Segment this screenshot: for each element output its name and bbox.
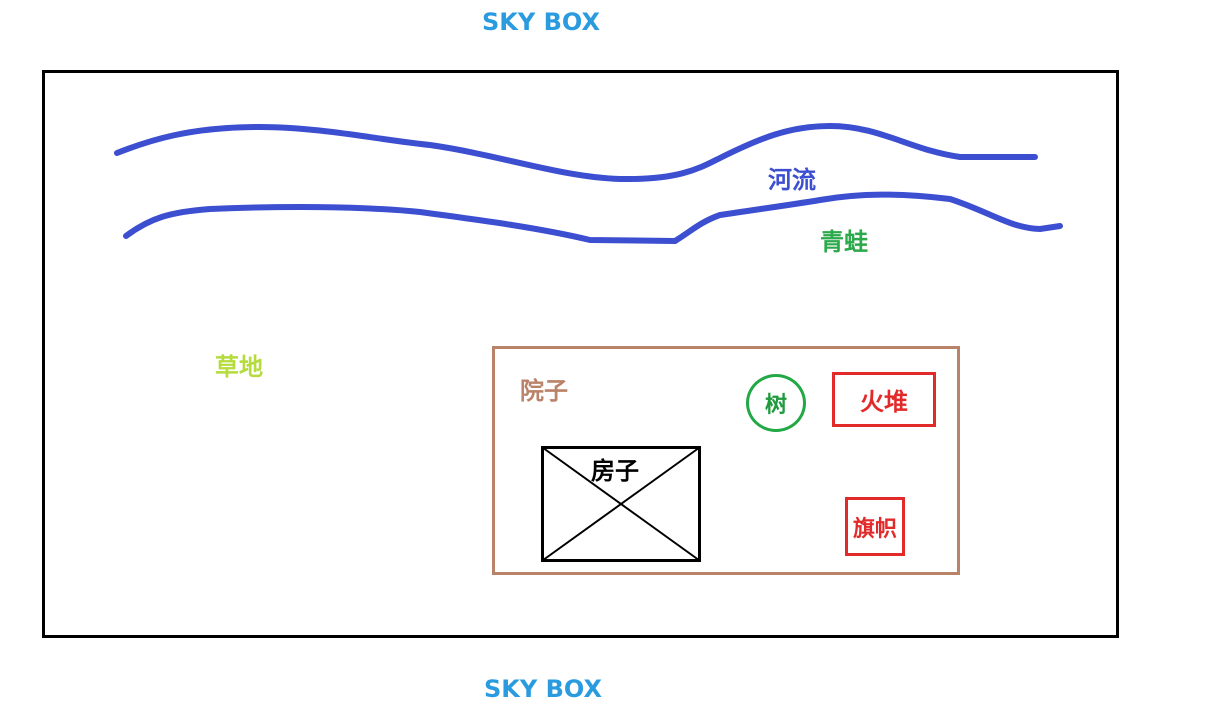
frog-label: 青蛙 bbox=[820, 228, 868, 256]
flag-label: 旗帜 bbox=[852, 516, 897, 542]
river-bank-upper bbox=[114, 123, 1038, 183]
flag-marker: 旗帜 bbox=[845, 497, 905, 556]
tree-label: 树 bbox=[764, 393, 787, 418]
yard-label: 院子 bbox=[520, 377, 568, 405]
campfire-marker: 火堆 bbox=[832, 372, 936, 427]
house-cross-line-b bbox=[541, 446, 701, 562]
sky-box-label-bottom: SKY BOX bbox=[484, 675, 602, 703]
river-label: 河流 bbox=[768, 166, 816, 194]
grass-label: 草地 bbox=[215, 353, 263, 381]
river-bank-lower bbox=[123, 191, 1063, 244]
sky-box-label-top: SKY BOX bbox=[482, 8, 600, 36]
house-marker bbox=[541, 446, 701, 562]
campfire-label: 火堆 bbox=[860, 388, 908, 416]
house-label: 房子 bbox=[591, 457, 639, 485]
scene-boundary bbox=[42, 70, 1119, 638]
house-outline bbox=[541, 446, 701, 562]
yard-area bbox=[492, 346, 960, 575]
tree-marker: 树 bbox=[746, 374, 806, 432]
